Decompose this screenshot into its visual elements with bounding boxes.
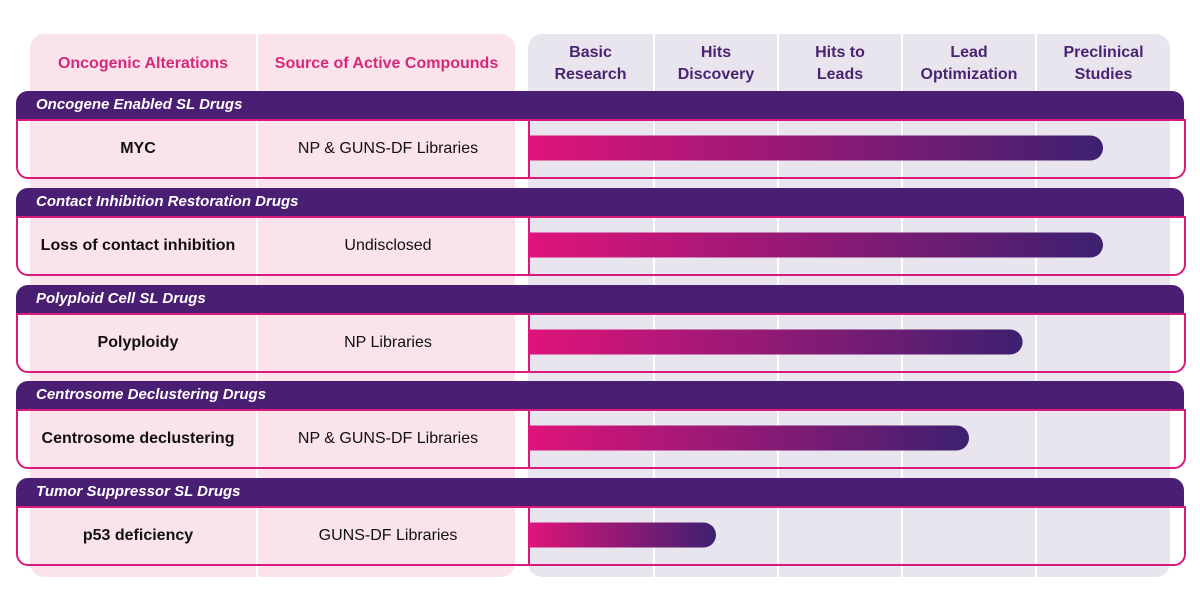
alteration-label: p53 deficiency (82, 527, 194, 544)
source-label: GUNS-DF Libraries (318, 527, 458, 544)
header-stage-basic-research: Basic Research (554, 44, 627, 83)
group-band: Polyploid Cell SL Drugs (16, 285, 1184, 313)
header-source: Source of Active Compounds (274, 55, 499, 72)
group-title: Oncogene Enabled SL Drugs (36, 96, 243, 113)
progress-bar (528, 425, 969, 451)
progress-bar (528, 135, 1103, 161)
source-label: Undisclosed (344, 237, 432, 254)
alteration-label: MYC (120, 140, 156, 157)
progress-bar (528, 522, 716, 548)
progress-bar (528, 232, 1103, 258)
group-title: Polyploid Cell SL Drugs (36, 290, 206, 307)
source-label: NP Libraries (344, 334, 432, 351)
group-title: Tumor Suppressor SL Drugs (36, 483, 241, 500)
group-title: Centrosome Declustering Drugs (36, 386, 267, 403)
header-stage-hits-to-leads: Hits to Leads (815, 44, 865, 83)
header-stage-lead-optimization: Lead Optimization (920, 44, 1018, 83)
group-title: Contact Inhibition Restoration Drugs (36, 193, 299, 210)
header-stage-hits-discovery: Hits Discovery (677, 44, 755, 83)
group-band: Centrosome Declustering Drugs (16, 381, 1184, 409)
header-alterations: Oncogenic Alterations (57, 55, 229, 72)
group-band: Oncogene Enabled SL Drugs (16, 91, 1184, 119)
alteration-label: Polyploidy (97, 334, 179, 351)
source-label: NP & GUNS-DF Libraries (297, 430, 479, 447)
group-band: Contact Inhibition Restoration Drugs (16, 188, 1184, 216)
progress-bar (528, 329, 1023, 355)
header-stage-preclinical: Preclinical Studies (1063, 44, 1144, 83)
alteration-label: Loss of contact inhibition (40, 237, 236, 254)
alteration-label: Centrosome declustering (41, 430, 235, 447)
group-band: Tumor Suppressor SL Drugs (16, 478, 1184, 506)
source-label: NP & GUNS-DF Libraries (297, 140, 479, 157)
